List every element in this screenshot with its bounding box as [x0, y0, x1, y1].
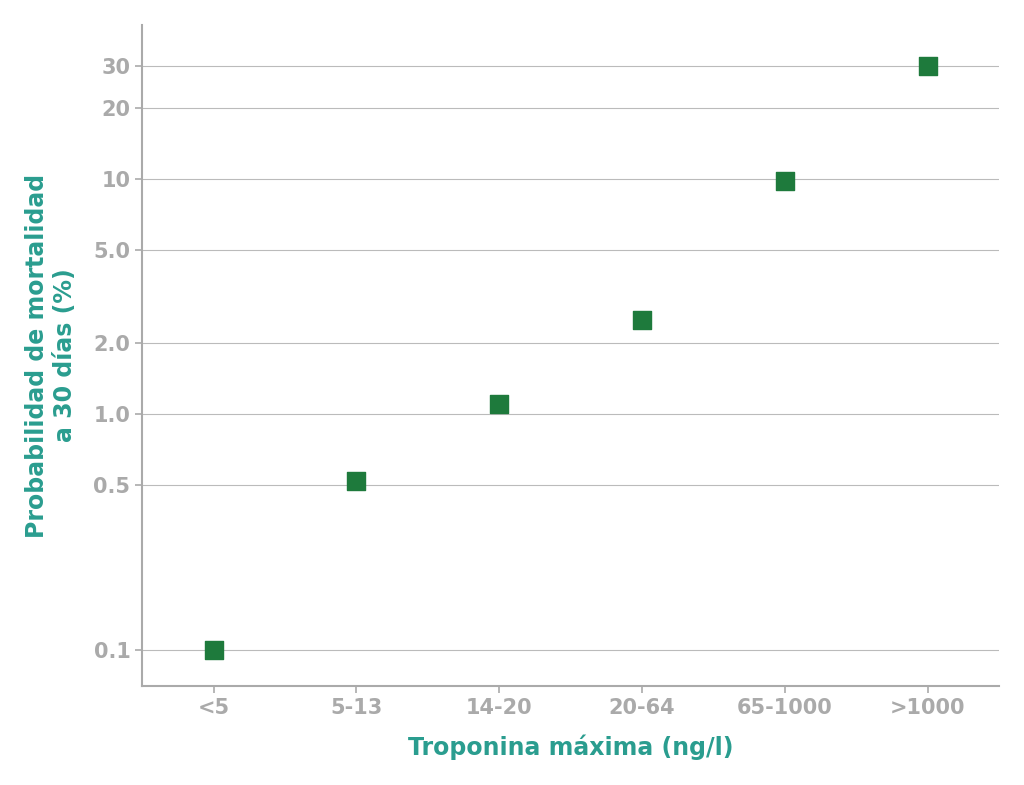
- Y-axis label: Probabilidad de mortalidad
a 30 días (%): Probabilidad de mortalidad a 30 días (%): [25, 173, 77, 538]
- Point: [348, 475, 365, 487]
- Point: [492, 398, 508, 411]
- X-axis label: Troponina máxima (ng/l): Troponina máxima (ng/l): [408, 735, 733, 760]
- Point: [634, 314, 650, 327]
- Point: [776, 174, 793, 187]
- Point: [920, 60, 936, 73]
- Point: [206, 643, 222, 655]
